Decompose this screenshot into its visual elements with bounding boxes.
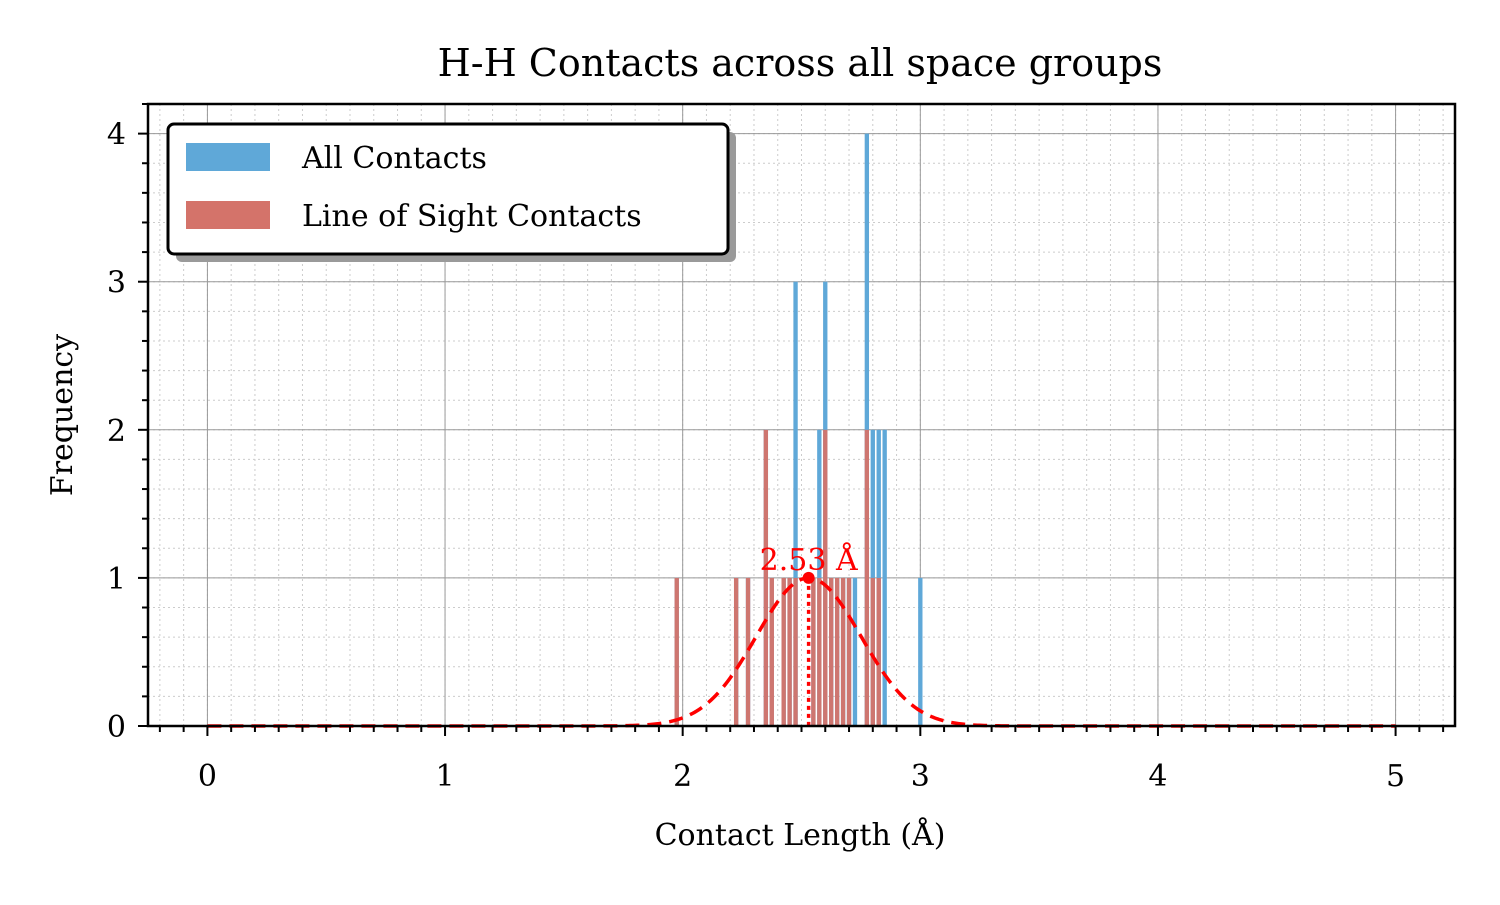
x-tick-label: 3 [911, 759, 930, 794]
bar-line-of-sight [876, 577, 881, 726]
bar-line-of-sight [817, 577, 822, 726]
bar-line-of-sight [793, 577, 798, 726]
bar-line-of-sight [787, 577, 792, 726]
legend-swatch-line-of-sight [186, 201, 270, 229]
y-tick-label: 2 [107, 414, 126, 449]
bar-line-of-sight [769, 577, 774, 726]
bar-all-contacts [793, 281, 798, 726]
legend-label-line-of-sight: Line of Sight Contacts [302, 199, 642, 234]
bar-line-of-sight [763, 429, 769, 726]
bar-line-of-sight [870, 577, 875, 726]
x-tick-label: 5 [1386, 759, 1405, 794]
peak-marker-point [802, 571, 815, 584]
bar-line-of-sight [864, 429, 870, 726]
legend: All Contacts Line of Sight Contacts [166, 122, 736, 262]
bar-line-of-sight [834, 577, 840, 726]
x-tick-label: 4 [1148, 759, 1167, 794]
chart-title: H-H Contacts across all space groups [438, 41, 1163, 85]
y-tick-label: 4 [107, 118, 126, 153]
x-tick-label: 0 [198, 759, 217, 794]
x-tick-label: 2 [673, 759, 692, 794]
peak-annotation: 2.53 Å [760, 542, 858, 578]
y-tick-label: 3 [107, 266, 126, 301]
legend-swatch-all-contacts [186, 143, 270, 171]
y-axis-label: Frequency [45, 334, 80, 496]
legend-box [166, 122, 730, 256]
x-tick-label: 1 [435, 759, 454, 794]
x-axis-label: Contact Length (Å) [655, 817, 946, 853]
bar-line-of-sight [745, 577, 751, 726]
bar-line-of-sight [674, 577, 679, 726]
bar-line-of-sight [781, 577, 786, 726]
bar-line-of-sight [840, 577, 846, 726]
y-tick-label: 1 [107, 562, 126, 597]
bar-line-of-sight [846, 577, 852, 726]
bar-all-contacts [852, 577, 858, 726]
bar-all-contacts [882, 429, 887, 726]
bar-line-of-sight [733, 577, 739, 726]
plot-area: 2.53 Å 0 1 2 3 4 5 0 1 2 3 4 [107, 102, 1457, 794]
bar-line-of-sight [823, 429, 828, 726]
y-tick-label: 0 [107, 710, 126, 745]
bar-line-of-sight [811, 577, 816, 726]
legend-label-all-contacts: All Contacts [301, 141, 487, 176]
bar-all-contacts [918, 577, 923, 726]
bar-line-of-sight [829, 577, 834, 726]
